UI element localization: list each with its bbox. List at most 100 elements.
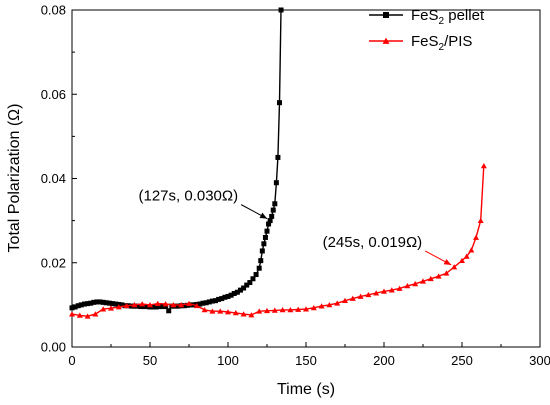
data-point	[216, 296, 222, 302]
data-point	[443, 270, 450, 276]
data-point	[166, 308, 172, 314]
y-tick-label: 0.02	[41, 255, 66, 270]
data-point	[197, 301, 203, 307]
data-point	[128, 303, 134, 309]
data-point	[250, 276, 256, 282]
data-point	[113, 301, 119, 307]
legend-label: FeS2/PIS	[411, 33, 472, 53]
data-point	[262, 234, 268, 240]
data-point	[141, 304, 147, 310]
data-point	[256, 265, 262, 271]
data-point	[258, 258, 264, 264]
annotation-2: (245s, 0.019Ω)	[323, 234, 452, 266]
data-point	[256, 308, 263, 314]
data-point	[412, 280, 419, 287]
axis-ticks: 0 50 100 150 200 250 300 0.00 0.02 0.04 0.06 0.08	[41, 3, 550, 369]
x-tick-label: 100	[217, 353, 239, 368]
data-point	[222, 294, 228, 300]
data-point	[253, 272, 259, 278]
data-point	[365, 291, 372, 298]
series-1	[69, 7, 284, 314]
data-point	[72, 304, 78, 310]
data-point	[261, 241, 267, 247]
data-point	[209, 298, 215, 304]
annotation-layer: (127s, 0.030Ω) (245s, 0.019Ω)	[139, 188, 452, 266]
data-point	[326, 302, 333, 308]
data-point	[163, 304, 169, 310]
data-point	[206, 299, 212, 305]
data-point	[138, 304, 144, 310]
data-point	[81, 301, 87, 307]
data-point	[278, 7, 284, 13]
data-point	[228, 292, 234, 298]
data-point	[219, 296, 225, 302]
data-point	[201, 307, 208, 313]
y-tick-label: 0.04	[41, 171, 66, 186]
legend-label-rest: /PIS	[444, 33, 472, 50]
data-point	[295, 306, 302, 312]
data-point	[273, 180, 279, 186]
data-point	[276, 100, 282, 106]
legend-label-subscript: 2	[439, 42, 445, 53]
data-point	[241, 285, 247, 291]
annotation-arrowhead	[259, 212, 268, 219]
data-point	[108, 305, 114, 311]
data-point	[135, 303, 141, 309]
data-point	[396, 285, 403, 291]
data-point	[231, 291, 237, 297]
legend-label-main: FeS	[411, 7, 439, 24]
legend-label-subscript: 2	[439, 16, 445, 27]
data-point	[203, 300, 209, 306]
data-point	[178, 302, 185, 308]
data-point	[159, 304, 165, 310]
data-point	[119, 302, 125, 308]
data-point	[100, 306, 107, 312]
data-point	[115, 304, 122, 310]
data-point	[94, 299, 100, 305]
data-point	[154, 300, 161, 306]
data-point	[69, 305, 75, 311]
data-point	[244, 282, 250, 288]
data-point	[147, 302, 153, 308]
data-point	[170, 302, 177, 308]
data-point	[76, 312, 83, 318]
data-point	[287, 307, 294, 313]
x-tick-label: 50	[143, 353, 157, 368]
data-point	[318, 303, 325, 309]
data-point	[162, 301, 169, 307]
data-point	[232, 310, 239, 316]
data-point	[237, 287, 243, 293]
legend-label-rest: pellet	[444, 7, 485, 24]
annotation-label: (127s, 0.030Ω)	[139, 188, 239, 205]
data-point	[92, 311, 99, 317]
data-point	[266, 221, 272, 227]
data-point	[373, 290, 380, 296]
data-point	[259, 248, 265, 254]
data-point	[459, 257, 465, 264]
data-point	[213, 298, 219, 304]
annotation-label: (245s, 0.019Ω)	[323, 234, 423, 251]
x-tick-label: 0	[68, 353, 75, 368]
data-point	[420, 278, 426, 284]
data-point	[97, 299, 103, 305]
data-point	[477, 217, 484, 223]
data-point	[156, 304, 162, 310]
data-point	[468, 247, 475, 253]
data-point	[404, 283, 411, 289]
data-point	[209, 308, 216, 314]
data-point	[103, 300, 109, 306]
data-point	[75, 303, 81, 309]
data-point	[303, 306, 309, 312]
data-point	[275, 154, 281, 160]
data-point	[217, 308, 224, 314]
data-point	[131, 302, 138, 308]
data-point	[342, 297, 348, 304]
data-point	[150, 304, 156, 310]
data-point	[248, 312, 255, 318]
x-axis-title: Time (s)	[277, 381, 335, 398]
data-point	[269, 213, 275, 219]
data-point	[270, 207, 276, 213]
data-point	[279, 307, 286, 313]
data-point	[381, 288, 387, 294]
